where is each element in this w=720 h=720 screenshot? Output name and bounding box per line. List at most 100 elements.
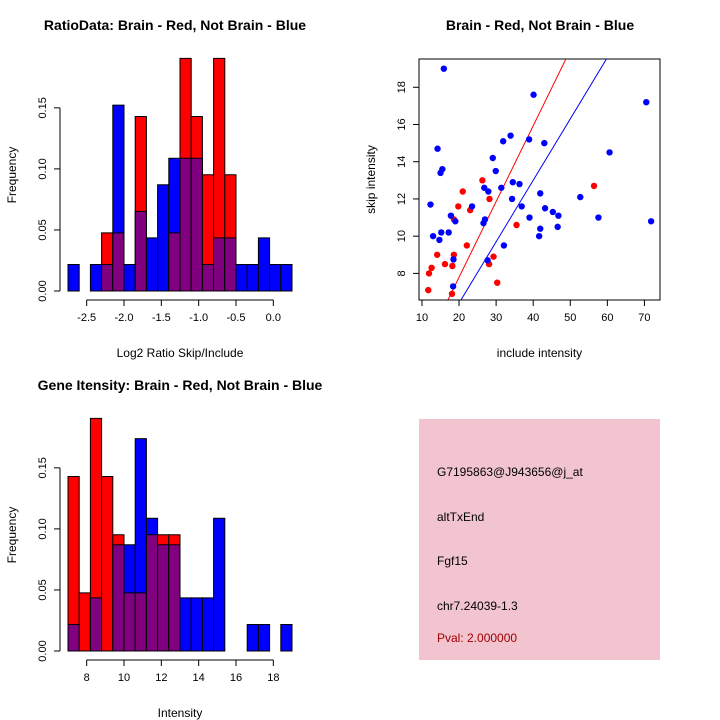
x-tick-label-1: 70 bbox=[638, 312, 650, 324]
bar-overlap-14 bbox=[224, 237, 237, 292]
point-blue bbox=[429, 232, 437, 240]
point-red bbox=[428, 264, 435, 272]
point-blue bbox=[507, 132, 514, 139]
point-red bbox=[490, 253, 497, 260]
x-tick-label-1: 40 bbox=[527, 312, 539, 324]
point-red bbox=[425, 286, 432, 294]
bar-overlap-7 bbox=[145, 534, 159, 652]
y-tick-label-0: 0.15 bbox=[37, 97, 49, 118]
bar-not-brain-18 bbox=[269, 264, 282, 292]
y-tick-label-1: 16 bbox=[396, 118, 408, 130]
point-blue bbox=[440, 65, 448, 72]
point-blue bbox=[535, 232, 543, 240]
gene-name: Fgf15 bbox=[437, 554, 468, 568]
y-tick-label-2: 0.05 bbox=[37, 579, 49, 600]
bar-overlap-8 bbox=[157, 544, 170, 652]
point-blue bbox=[525, 136, 533, 143]
y-tick-label-1: 12 bbox=[396, 193, 408, 205]
chart-title-1: Brain - Red, Not Brain - Blue bbox=[446, 17, 634, 33]
point-blue bbox=[595, 214, 602, 221]
bar-overlap-2 bbox=[89, 597, 103, 652]
point-blue bbox=[489, 154, 496, 162]
pval: Pval: 2.000000 bbox=[437, 631, 518, 645]
point-blue bbox=[498, 184, 505, 191]
point-blue bbox=[509, 178, 517, 186]
bar-overlap-5 bbox=[123, 592, 136, 652]
bar-not-brain-11 bbox=[190, 597, 203, 652]
x-tick-label-1: 20 bbox=[453, 312, 465, 324]
point-blue bbox=[434, 145, 441, 152]
y-axis-label-1: skip intensity bbox=[364, 145, 378, 214]
point-red bbox=[433, 251, 441, 258]
x-tick-label-0: 0.0 bbox=[266, 312, 281, 324]
point-blue bbox=[468, 203, 476, 210]
bar-overlap-9 bbox=[168, 544, 181, 652]
x-tick-label-2: 18 bbox=[267, 672, 279, 684]
y-tick-label-1: 18 bbox=[396, 81, 408, 93]
bar-overlap-0 bbox=[67, 624, 80, 652]
y-tick-label-1: 8 bbox=[396, 270, 408, 276]
bar-not-brain-17 bbox=[257, 237, 271, 292]
point-blue bbox=[537, 225, 544, 232]
point-red bbox=[455, 203, 462, 210]
point-red bbox=[450, 251, 458, 258]
point-red bbox=[441, 260, 449, 268]
point-blue bbox=[492, 167, 499, 175]
point-blue bbox=[481, 184, 488, 191]
point-blue bbox=[437, 169, 444, 177]
bar-overlap-3 bbox=[101, 264, 114, 292]
x-tick-label-0: -2.5 bbox=[77, 312, 96, 324]
x-axis-label-2: Intensity bbox=[158, 706, 203, 720]
bar-overlap-4 bbox=[112, 544, 125, 652]
y-tick-label-2: 0.15 bbox=[37, 457, 49, 478]
bar-not-brain-16 bbox=[246, 264, 259, 292]
x-tick-label-2: 12 bbox=[155, 672, 167, 684]
chart-title-0: RatioData: Brain - Red, Not Brain - Blue bbox=[44, 17, 306, 33]
chart-title-2: Gene Itensity: Brain - Red, Not Brain - … bbox=[38, 377, 323, 393]
point-blue bbox=[541, 205, 549, 212]
point-blue bbox=[449, 283, 457, 290]
point-red bbox=[448, 290, 456, 298]
point-blue bbox=[500, 242, 508, 249]
bar-brain-1 bbox=[78, 592, 91, 652]
bar-overlap-10 bbox=[179, 157, 192, 292]
y-axis-label-2: Frequency bbox=[5, 507, 19, 564]
point-blue bbox=[445, 229, 452, 236]
y-tick-label-2: 0.10 bbox=[37, 518, 49, 539]
bar-not-brain-10 bbox=[179, 597, 192, 652]
x-tick-label-0: -0.5 bbox=[227, 312, 246, 324]
x-axis-label-1: include intensity bbox=[497, 346, 582, 360]
bar-overlap-13 bbox=[213, 237, 226, 292]
bar-not-brain-2 bbox=[89, 264, 103, 292]
point-red bbox=[486, 195, 493, 203]
point-blue bbox=[452, 218, 459, 225]
point-red bbox=[513, 221, 520, 229]
location: chr7.24039-1.3 bbox=[437, 599, 518, 613]
point-red bbox=[479, 177, 486, 184]
point-red bbox=[425, 270, 433, 277]
x-tick-label-2: 16 bbox=[230, 672, 242, 684]
point-blue bbox=[555, 212, 562, 219]
point-blue bbox=[530, 91, 537, 98]
bar-overlap-6 bbox=[134, 210, 147, 292]
bar-overlap-4 bbox=[112, 232, 125, 292]
x-tick-label-1: 10 bbox=[416, 312, 428, 324]
plot-frame bbox=[418, 58, 661, 301]
point-blue bbox=[549, 208, 557, 216]
point-blue bbox=[541, 139, 548, 147]
fit-line-blue bbox=[460, 59, 608, 300]
point-blue bbox=[577, 193, 584, 201]
y-tick-label-0: 0.10 bbox=[37, 158, 49, 179]
x-tick-label-1: 50 bbox=[564, 312, 576, 324]
y-tick-label-2: 0.00 bbox=[37, 640, 49, 661]
probe-id: G7195863@J943656@j_at bbox=[437, 465, 583, 479]
bar-not-brain-0 bbox=[67, 264, 80, 292]
point-blue bbox=[647, 218, 655, 225]
x-tick-label-1: 60 bbox=[601, 312, 613, 324]
bar-not-brain-12 bbox=[201, 597, 215, 652]
x-tick-label-2: 10 bbox=[118, 672, 130, 684]
point-blue bbox=[484, 257, 491, 264]
point-red bbox=[590, 182, 598, 190]
y-axis-label-0: Frequency bbox=[5, 147, 19, 204]
point-blue bbox=[554, 223, 561, 231]
